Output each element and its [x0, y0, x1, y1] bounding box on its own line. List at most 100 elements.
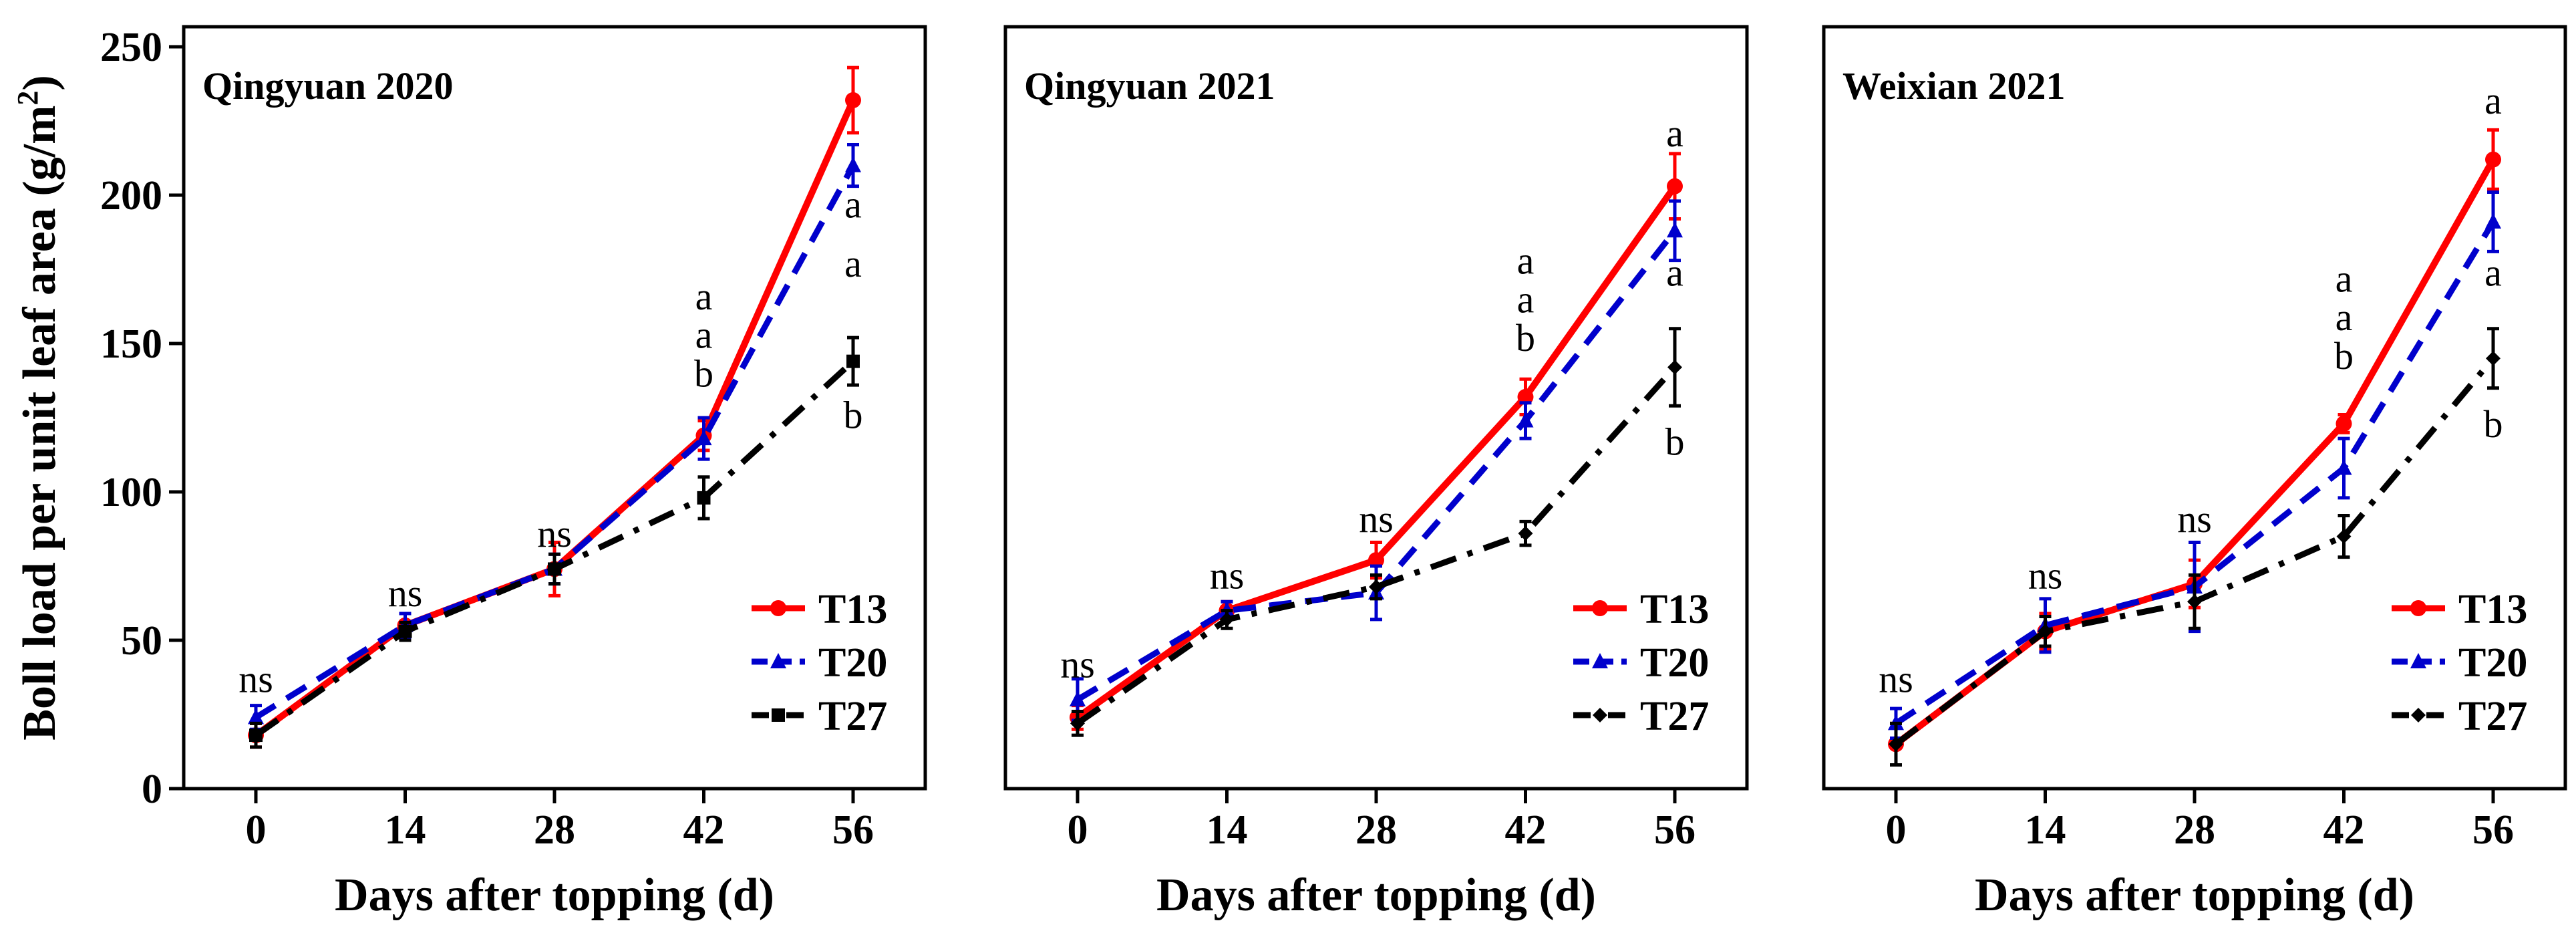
legend-label: T13: [818, 587, 887, 632]
significance-label: a: [1666, 112, 1683, 155]
data-point: [2485, 213, 2501, 229]
y-axis-title-main: Boll load per unit leaf area (g/m: [14, 106, 65, 741]
series-t27: [249, 336, 860, 749]
x-tick-label: 14: [1206, 807, 1248, 853]
series-t20: [1070, 199, 1683, 722]
y-tick-label: 250: [100, 25, 162, 70]
data-point: [845, 92, 861, 108]
legend: T13 T20 T27: [752, 587, 887, 739]
data-point: [2336, 459, 2352, 475]
data-point: [1667, 222, 1683, 238]
legend-marker: [1592, 653, 1608, 668]
x-tick-label: 0: [246, 807, 267, 853]
significance-label: a: [2336, 257, 2353, 300]
significance-label: ns: [238, 658, 273, 701]
data-point: [846, 354, 860, 368]
significance-label: b: [844, 394, 863, 437]
x-tick-label: 14: [2025, 807, 2066, 853]
data-point: [1369, 579, 1384, 595]
significance-label: a: [1517, 277, 1535, 321]
legend-marker: [770, 653, 786, 668]
legend-label: T13: [2458, 587, 2527, 632]
y-tick-label: 50: [121, 618, 162, 664]
x-tick-label: 42: [683, 807, 725, 853]
significance-label: a: [2484, 251, 2502, 294]
y-tick-label: 0: [142, 767, 162, 812]
data-point: [1667, 178, 1683, 194]
legend-label: T13: [1640, 587, 1709, 632]
series-t13: [1070, 152, 1683, 731]
significance-label: ns: [2028, 553, 2063, 597]
series-t20: [248, 143, 861, 731]
y-tick-label: 100: [100, 470, 162, 515]
x-tick-label: 42: [1505, 807, 1547, 853]
significance-label: ns: [1210, 553, 1245, 597]
y-axis-title-close: ): [14, 75, 65, 90]
data-point: [548, 562, 561, 576]
legend: T13 T20 T27: [1573, 587, 1709, 739]
x-tick-label: 56: [832, 807, 874, 853]
data-point: [248, 708, 264, 724]
data-point: [2485, 151, 2501, 168]
x-axis-title: Days after topping (d): [1975, 870, 2414, 921]
legend: T13 T20 T27: [2392, 587, 2527, 739]
legend-marker: [1593, 708, 1607, 722]
x-tick-label: 28: [2174, 807, 2215, 853]
series-line: [254, 98, 856, 739]
data-point: [695, 430, 712, 446]
data-point: [1889, 737, 1903, 752]
plot-frame: [1822, 25, 2567, 791]
legend-marker: [2411, 708, 2426, 722]
x-tick-label: 56: [1654, 807, 1696, 853]
x-axis-title: Days after topping (d): [335, 870, 774, 921]
significance-label: a: [1666, 251, 1683, 294]
series-line: [1893, 158, 2497, 747]
series-line: [1894, 220, 2496, 726]
data-point: [398, 624, 412, 638]
y-tick-label: 200: [100, 173, 162, 219]
data-point: [2038, 624, 2053, 639]
significance-label: a: [844, 242, 862, 285]
panel-title: Qingyuan 2021: [1024, 64, 1275, 108]
y-axis-title-superscript: 2: [11, 91, 44, 106]
series-t13: [248, 65, 861, 749]
legend-marker: [1592, 600, 1608, 616]
data-point: [2336, 529, 2352, 544]
significance-label: b: [1665, 420, 1685, 464]
x-axis-title: Days after topping (d): [1156, 870, 1596, 921]
svg-text:Boll load per unit leaf area (: Boll load per unit leaf area (g/m2): [11, 75, 65, 740]
legend-marker: [772, 708, 785, 722]
significance-label: ns: [537, 512, 572, 555]
legend-marker: [2410, 653, 2426, 668]
chart-panel-2: 0 14 28 42 56 Days after topping (d) Qingyuan …: [1003, 25, 1749, 921]
data-point: [1070, 690, 1086, 706]
significance-label: b: [1516, 316, 1535, 360]
y-axis-title: Boll load per unit leaf area (g/m2): [11, 75, 65, 740]
data-point: [1219, 612, 1235, 627]
chart-panel-1: 0 50 100 150 200 250 0 14 28 42 56 Days after toppi…: [100, 25, 927, 921]
legend-label: T27: [818, 694, 887, 739]
panel-title: Qingyuan 2020: [202, 64, 454, 108]
x-tick-label: 56: [2472, 807, 2514, 853]
series-line: [1076, 229, 1677, 702]
series-t13: [1888, 128, 2501, 767]
significance-label: a: [2484, 79, 2502, 122]
data-point: [1517, 412, 1534, 428]
significance-label: ns: [388, 571, 423, 615]
significance-label: a: [2336, 295, 2353, 339]
plot-frame: [182, 25, 927, 791]
legend-label: T20: [818, 640, 887, 686]
data-point: [2187, 594, 2202, 610]
series-t20: [1888, 190, 2501, 741]
data-point: [2486, 351, 2501, 366]
data-point: [1518, 526, 1533, 541]
significance-label: ns: [1359, 497, 1394, 541]
significance-label: ns: [1879, 658, 1913, 701]
data-point: [845, 156, 861, 172]
data-point: [1070, 716, 1085, 731]
x-tick-label: 28: [534, 807, 575, 853]
data-point: [1517, 388, 1534, 405]
series-t27: [1889, 327, 2501, 767]
significance-label: a: [695, 313, 713, 357]
data-point: [697, 491, 711, 505]
